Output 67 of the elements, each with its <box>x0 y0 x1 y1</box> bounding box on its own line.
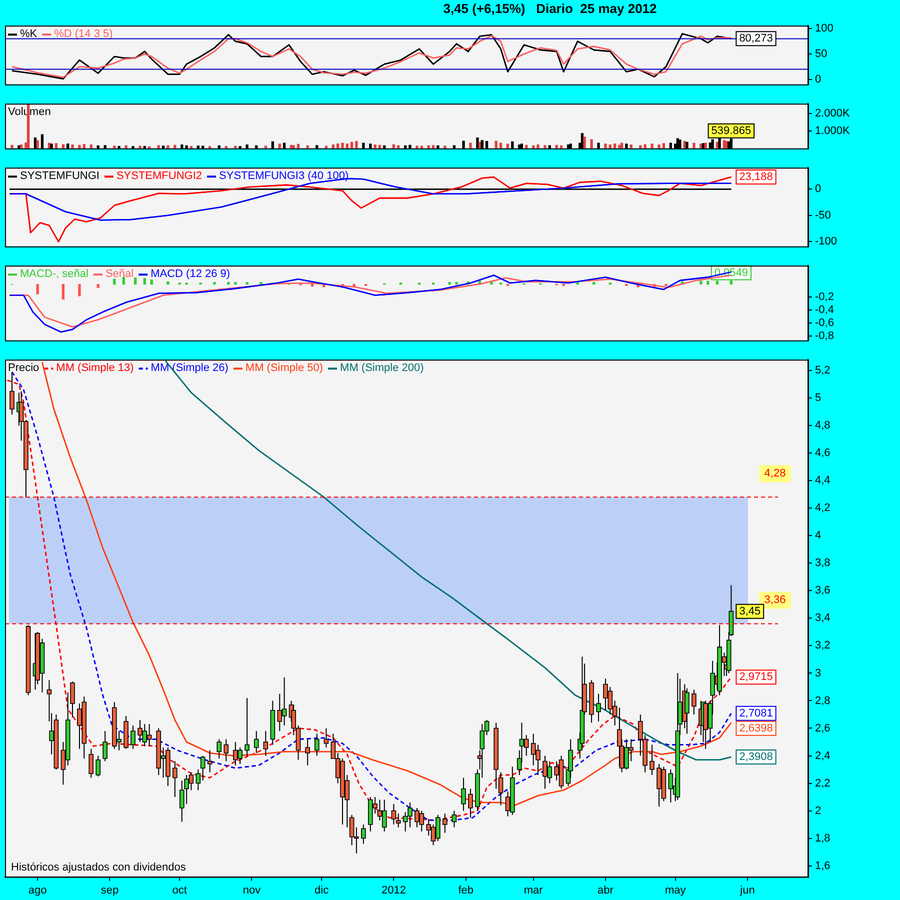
legend-label: MM (Simple 26) <box>150 362 228 374</box>
x-tick-label: ago <box>28 884 47 896</box>
chart-title: 3,45 (+6,15%) Diario 25 may 2012 <box>442 1 658 16</box>
y-tick-label: 2.000K <box>815 107 851 120</box>
data-label: 2,3908 <box>739 751 773 764</box>
annotation: Históricos ajustados con dividendos <box>11 861 186 874</box>
y-tick-label: 50 <box>815 48 828 60</box>
y-tick-label: -0,8 <box>815 330 834 342</box>
data-label: 80,273 <box>739 32 773 45</box>
legend-label: MM (Simple 13) <box>56 362 134 374</box>
y-tick-label: 3,4 <box>815 612 830 624</box>
y-tick-label: 4,2 <box>815 502 830 514</box>
x-tick-label: nov <box>242 884 262 896</box>
y-tick-label: 4,4 <box>815 474 830 487</box>
y-tick-label: 100 <box>815 22 834 35</box>
legend-label: SYSTEMFUNGI <box>20 170 100 182</box>
y-tick-label: 5 <box>815 392 822 404</box>
x-tick-label: jun <box>739 884 755 896</box>
y-tick-label: 1,6 <box>815 860 830 872</box>
legend-label: MM (Simple 200) <box>340 362 424 374</box>
y-tick-label: 3,8 <box>815 557 830 570</box>
y-tick-label: 0 <box>815 183 822 196</box>
data-label: 2,9715 <box>739 671 773 684</box>
y-tick-label: 1,8 <box>815 832 830 844</box>
data-label: 23,188 <box>739 170 773 183</box>
y-tick-label: 5,2 <box>815 364 830 377</box>
ref-line-label: 3,36 <box>764 594 786 606</box>
legend-label: MACD-, señal <box>20 268 88 280</box>
legend-title: Precio <box>8 362 40 374</box>
x-tick-label: sep <box>100 884 119 896</box>
x-tick-label: may <box>664 884 686 896</box>
legend-label: SYSTEMFUNGI2 <box>116 170 202 182</box>
legend-label: %K <box>20 28 38 40</box>
annotation: 3,45 <box>739 605 761 618</box>
y-tick-label: 1.000K <box>815 124 851 137</box>
y-tick-label: 3,2 <box>815 640 830 652</box>
y-tick-label: 3,6 <box>815 584 830 597</box>
x-tick-label: mar <box>524 884 544 896</box>
legend-label: %D (14 3 5) <box>54 28 113 40</box>
data-label: 2,7081 <box>739 707 773 720</box>
x-tick-label: 2012 <box>381 884 406 896</box>
y-tick-label: -0,2 <box>815 291 834 304</box>
y-tick-label: -0,4 <box>815 304 834 316</box>
legend-label: Señal <box>105 268 134 280</box>
y-tick-label: 2 <box>815 804 822 817</box>
y-tick-label: -100 <box>815 236 838 248</box>
y-tick-label: -0,6 <box>815 317 834 330</box>
x-tick-label: dic <box>314 884 330 896</box>
x-tick-label: feb <box>458 884 474 896</box>
data-label: 539.865 <box>711 124 752 137</box>
x-tick-label: abr <box>598 884 614 896</box>
y-tick-label: 2,4 <box>815 750 830 762</box>
legend-label: MM (Simple 50) <box>245 362 324 374</box>
y-tick-label: -50 <box>815 209 831 222</box>
y-tick-label: 3 <box>815 667 822 680</box>
data-label: 2,6398 <box>739 722 773 734</box>
y-tick-label: 4 <box>815 530 822 542</box>
y-tick-label: 2,6 <box>815 722 830 734</box>
y-tick-label: 4,8 <box>815 420 830 432</box>
y-tick-label: 2,8 <box>815 694 830 707</box>
legend-label: MACD (12 26 9) <box>150 268 230 280</box>
ref-line-label: 4,28 <box>764 468 786 480</box>
y-tick-label: 2,2 <box>815 777 830 790</box>
y-tick-label: 0 <box>815 73 822 86</box>
x-tick-label: oct <box>172 884 187 896</box>
legend-label: SYSTEMFUNGI3 (40 100) <box>219 170 349 182</box>
y-tick-label: 4,6 <box>815 447 830 460</box>
